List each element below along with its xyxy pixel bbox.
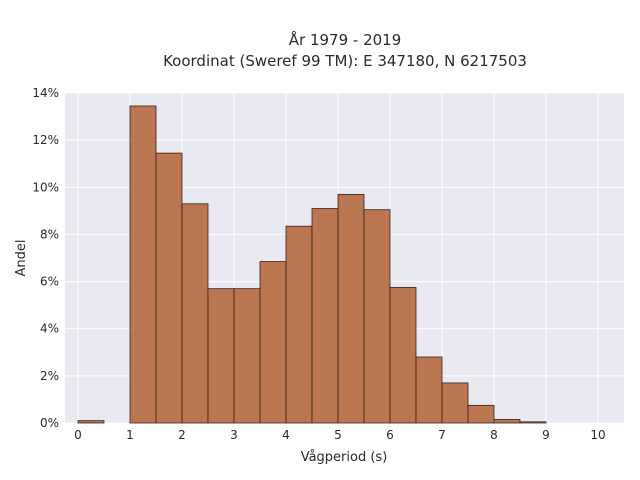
x-tick-label: 8 bbox=[490, 428, 498, 442]
histogram-bar bbox=[155, 152, 183, 424]
x-tick-label: 4 bbox=[282, 428, 290, 442]
y-tick-label: 0% bbox=[40, 416, 59, 430]
bars-group bbox=[77, 105, 547, 424]
y-tick-label: 12% bbox=[32, 133, 59, 147]
y-axis-ticks: 0% 2% 4% 6% 8% 10% 12% 14% bbox=[32, 86, 59, 430]
histogram-bar bbox=[415, 356, 443, 424]
histogram-bar bbox=[77, 420, 105, 424]
y-tick-label: 2% bbox=[40, 369, 59, 383]
histogram-bar bbox=[493, 419, 521, 424]
histogram-bar bbox=[389, 287, 417, 424]
y-tick-label: 8% bbox=[40, 227, 59, 241]
histogram-bar bbox=[207, 288, 235, 424]
x-tick-label: 6 bbox=[386, 428, 394, 442]
y-tick-label: 4% bbox=[40, 322, 59, 336]
x-tick-label: 5 bbox=[334, 428, 342, 442]
x-tick-label: 1 bbox=[126, 428, 134, 442]
histogram-bar bbox=[181, 203, 209, 424]
x-tick-label: 2 bbox=[178, 428, 186, 442]
y-tick-label: 10% bbox=[32, 180, 59, 194]
chart-title-line2: Koordinat (Sweref 99 TM): E 347180, N 62… bbox=[163, 52, 527, 70]
x-axis-label: Vågperiod (s) bbox=[301, 450, 388, 465]
histogram-bar bbox=[285, 225, 313, 424]
x-tick-label: 7 bbox=[438, 428, 446, 442]
histogram-bar bbox=[363, 209, 391, 424]
x-axis-ticks: 0 1 2 3 4 5 6 7 8 9 10 bbox=[74, 428, 605, 442]
histogram-bar bbox=[519, 421, 547, 424]
y-tick-label: 6% bbox=[40, 275, 59, 289]
y-tick-label: 14% bbox=[32, 86, 59, 100]
histogram-bar bbox=[311, 208, 339, 424]
x-tick-label: 10 bbox=[590, 428, 605, 442]
x-tick-label: 9 bbox=[542, 428, 550, 442]
histogram-bar bbox=[233, 288, 261, 424]
chart-title-line1: År 1979 - 2019 bbox=[289, 30, 402, 49]
histogram-bar bbox=[259, 261, 287, 424]
x-tick-label: 3 bbox=[230, 428, 238, 442]
histogram-bar bbox=[441, 382, 469, 424]
histogram-bar bbox=[467, 404, 495, 424]
histogram-bar bbox=[337, 193, 365, 424]
histogram-bar bbox=[129, 105, 157, 424]
x-tick-label: 0 bbox=[74, 428, 82, 442]
y-axis-label: Andel bbox=[14, 240, 29, 277]
